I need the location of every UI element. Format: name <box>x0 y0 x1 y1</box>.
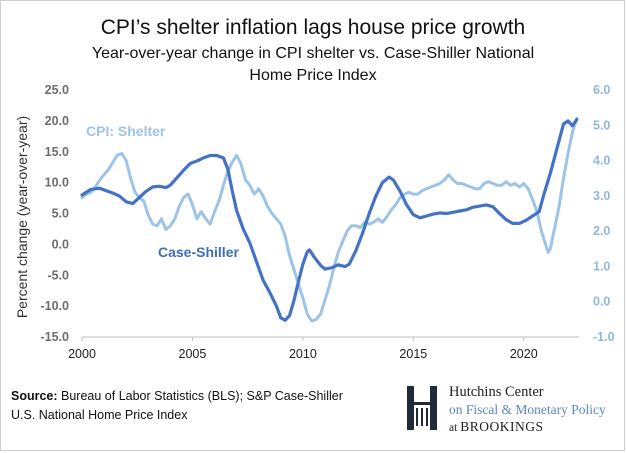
right-axis-ticks: 6.0 5.0 4.0 3.0 2.0 1.0 0.0 -1.0 <box>593 83 615 344</box>
x-tick-label: 2000 <box>68 347 96 361</box>
right-tick-label: 4.0 <box>593 154 610 168</box>
series-line-cpi-shelter <box>80 116 579 323</box>
right-tick-label: 3.0 <box>593 189 610 203</box>
logo-line-3-prefix: at <box>449 422 461 434</box>
x-axis-ticks: 2000 2005 2010 2015 2020 <box>68 337 538 361</box>
logo-brand: BROOKINGS <box>460 419 544 434</box>
chart-subtitle-line2: Home Price Index <box>249 67 376 84</box>
source-note: Source: Bureau of Labor Statistics (BLS)… <box>11 387 391 425</box>
series-line-case-shiller <box>80 118 579 322</box>
logo-text: Hutchins Center on Fiscal & Monetary Pol… <box>449 384 606 437</box>
left-tick-label: -10.0 <box>41 299 70 313</box>
left-tick-label: -15.0 <box>41 330 70 344</box>
y-axis-label: Percent change (year-over-year) <box>14 116 30 318</box>
right-tick-label: 6.0 <box>593 83 610 97</box>
series-label-case-shiller: Case-Shiller <box>158 244 239 260</box>
logo-line-2: on Fiscal & Monetary Policy <box>449 402 606 417</box>
x-tick-label: 2020 <box>510 347 538 361</box>
hutchins-h-icon <box>407 386 437 430</box>
logo-line-1: Hutchins Center <box>449 384 544 400</box>
hutchins-center-logo: Hutchins Center on Fiscal & Monetary Pol… <box>405 384 620 436</box>
source-line-2: U.S. National Home Price Index <box>11 408 188 422</box>
left-tick-label: 0.0 <box>52 237 69 251</box>
series-label-cpi-shelter: CPI: Shelter <box>86 123 166 139</box>
left-tick-label: -5.0 <box>47 268 69 282</box>
left-tick-label: 25.0 <box>45 83 69 97</box>
right-tick-label: 1.0 <box>593 259 610 273</box>
source-label: Source: <box>11 389 58 403</box>
left-tick-label: 5.0 <box>52 207 69 221</box>
right-tick-label: 2.0 <box>593 224 610 238</box>
x-tick-label: 2010 <box>289 347 317 361</box>
left-tick-label: 10.0 <box>45 176 69 190</box>
logo-line-3: at BROOKINGS <box>449 418 606 437</box>
left-tick-label: 20.0 <box>45 114 69 128</box>
left-axis-ticks: 25.0 20.0 15.0 10.0 5.0 0.0 -5.0 -10.0 -15.0 <box>41 83 70 344</box>
right-tick-label: 5.0 <box>593 118 610 132</box>
x-tick-label: 2005 <box>179 347 207 361</box>
right-tick-label: 0.0 <box>593 295 610 309</box>
series-layer <box>80 116 579 323</box>
source-text: Bureau of Labor Statistics (BLS); S&P Ca… <box>57 389 343 403</box>
x-tick-label: 2015 <box>399 347 427 361</box>
chart-subtitle-line1: Year-over-year change in CPI shelter vs.… <box>92 45 534 62</box>
source-line-1: Source: Bureau of Labor Statistics (BLS)… <box>11 387 391 406</box>
left-tick-label: 15.0 <box>45 145 69 159</box>
chart-title: CPI’s shelter inflation lags house price… <box>101 16 526 39</box>
right-tick-label: -1.0 <box>593 330 615 344</box>
